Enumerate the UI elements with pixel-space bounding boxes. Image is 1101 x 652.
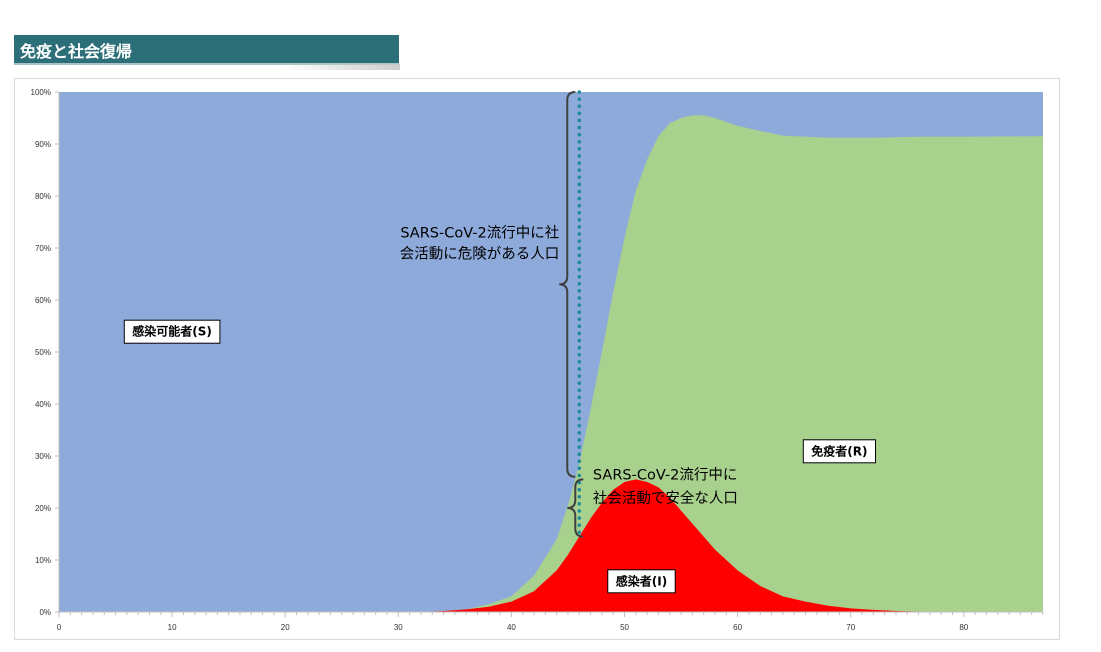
annotation-risk-line1: SARS-CoV-2流行中に社 xyxy=(400,225,559,242)
y-tick-label: 60% xyxy=(35,296,51,305)
brace-safe xyxy=(567,478,584,538)
y-tick-label: 100% xyxy=(31,88,51,97)
x-tick-label: 70 xyxy=(846,623,855,632)
x-tick-label: 80 xyxy=(959,623,968,632)
y-tick-label: 0% xyxy=(39,608,51,617)
chart-svg: 0% 10% 20% 30% 40% 50% 60% 70% 80% 90% 100% 0 10 20 30… xyxy=(31,88,1044,632)
annotation-risk-line2: 会活動に危険がある人口 xyxy=(400,245,560,262)
annotation-safe-line2: 社会活動で安全な人口 xyxy=(593,489,738,507)
series-label-box xyxy=(802,439,877,464)
y-tick-label: 80% xyxy=(35,192,51,201)
series-label-box xyxy=(123,319,221,344)
annotation-safe-line1: SARS-CoV-2流行中に xyxy=(593,466,737,483)
x-tick-label: 10 xyxy=(168,623,177,632)
series-label-text: 免疫者(R) xyxy=(811,443,867,458)
series-recovered-area xyxy=(59,115,1043,613)
y-tick-label: 30% xyxy=(35,452,51,461)
brace-risk xyxy=(559,91,576,478)
series-infected-area xyxy=(59,479,1043,612)
page-title: 免疫と社会復帰 xyxy=(20,42,133,61)
x-tick-label: 0 xyxy=(57,623,62,632)
x-tick-label: 20 xyxy=(281,623,290,632)
y-tick-label: 10% xyxy=(35,556,51,565)
y-tick-label: 20% xyxy=(35,504,51,513)
chart-frame: 0% 10% 20% 30% 40% 50% 60% 70% 80% 90% 100% 0 10 20 30… xyxy=(14,78,1060,640)
y-tick-label: 40% xyxy=(35,400,51,409)
y-tick-label: 70% xyxy=(35,244,51,253)
y-tick-label: 50% xyxy=(35,348,51,357)
x-tick-label: 30 xyxy=(394,623,403,632)
series-label-box xyxy=(607,569,676,594)
series-label-text: 感染可能者(S) xyxy=(132,324,212,339)
x-tick-label: 60 xyxy=(733,623,742,632)
y-tick-label: 90% xyxy=(35,140,51,149)
title-bar: 免疫と社会復帰 xyxy=(14,35,399,65)
series-label-text: 感染者(I) xyxy=(616,573,667,588)
x-tick-label: 50 xyxy=(620,623,629,632)
x-tick-label: 40 xyxy=(507,623,516,632)
title-shadow xyxy=(280,64,400,70)
